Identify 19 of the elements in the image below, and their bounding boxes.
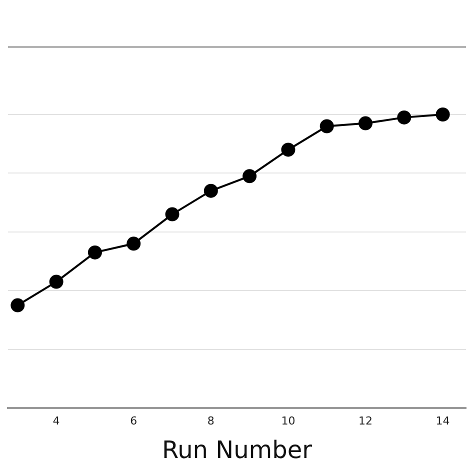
x-tick-label: 10 — [281, 414, 296, 428]
point — [397, 110, 412, 124]
point — [320, 119, 334, 134]
point — [10, 298, 25, 312]
point — [165, 207, 180, 222]
point — [49, 274, 64, 289]
point — [358, 116, 373, 130]
x-tick-label: 12 — [358, 414, 373, 428]
x-tick-label: 6 — [130, 414, 138, 428]
point — [436, 108, 450, 122]
x-axis-title: Run Number — [162, 436, 312, 464]
point — [281, 142, 296, 157]
x-tick-label: 8 — [207, 414, 214, 428]
point — [88, 245, 102, 260]
point — [126, 236, 141, 251]
point — [204, 184, 218, 198]
x-tick-label: 4 — [52, 414, 60, 428]
x-tick-label: 14 — [436, 414, 450, 428]
point — [242, 169, 257, 184]
